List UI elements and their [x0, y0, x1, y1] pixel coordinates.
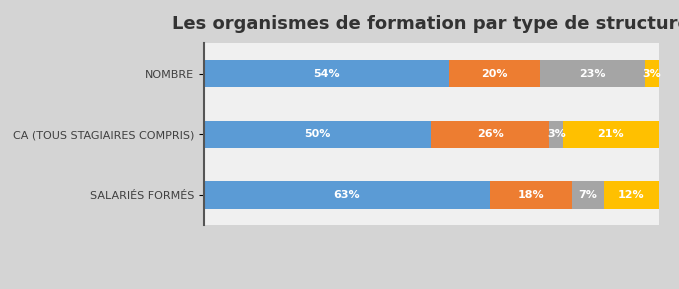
Bar — [431, 121, 549, 148]
Bar — [540, 60, 645, 87]
Bar — [563, 121, 659, 148]
Text: 12%: 12% — [618, 190, 644, 200]
Bar — [490, 181, 572, 209]
Bar — [204, 121, 431, 148]
Text: 26%: 26% — [477, 129, 504, 139]
Bar — [645, 60, 659, 87]
Text: 3%: 3% — [642, 69, 661, 79]
Text: 21%: 21% — [598, 129, 624, 139]
Text: 50%: 50% — [304, 129, 331, 139]
Bar — [572, 181, 604, 209]
Bar — [549, 121, 563, 148]
Text: 7%: 7% — [579, 190, 598, 200]
Bar — [204, 60, 449, 87]
Text: 18%: 18% — [518, 190, 545, 200]
Bar — [449, 60, 540, 87]
Text: 54%: 54% — [313, 69, 340, 79]
Text: 3%: 3% — [547, 129, 566, 139]
Text: 63%: 63% — [333, 190, 361, 200]
Bar — [204, 181, 490, 209]
Title: Les organismes de formation par type de structure: Les organismes de formation par type de … — [172, 15, 679, 34]
Text: 20%: 20% — [481, 69, 508, 79]
Text: 23%: 23% — [579, 69, 606, 79]
Bar — [604, 181, 659, 209]
